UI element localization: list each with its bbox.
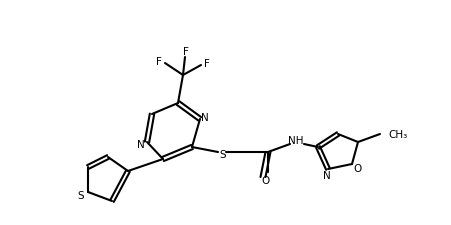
Text: O: O — [354, 163, 362, 173]
Text: F: F — [204, 59, 210, 69]
Text: F: F — [183, 47, 189, 57]
Text: N: N — [323, 170, 331, 180]
Text: S: S — [220, 149, 226, 159]
Text: S: S — [78, 190, 84, 200]
Text: NH: NH — [288, 135, 304, 145]
Text: CH₃: CH₃ — [388, 129, 407, 139]
Text: F: F — [156, 57, 162, 67]
Text: O: O — [262, 175, 270, 185]
Text: N: N — [137, 139, 145, 149]
Text: N: N — [201, 112, 209, 122]
